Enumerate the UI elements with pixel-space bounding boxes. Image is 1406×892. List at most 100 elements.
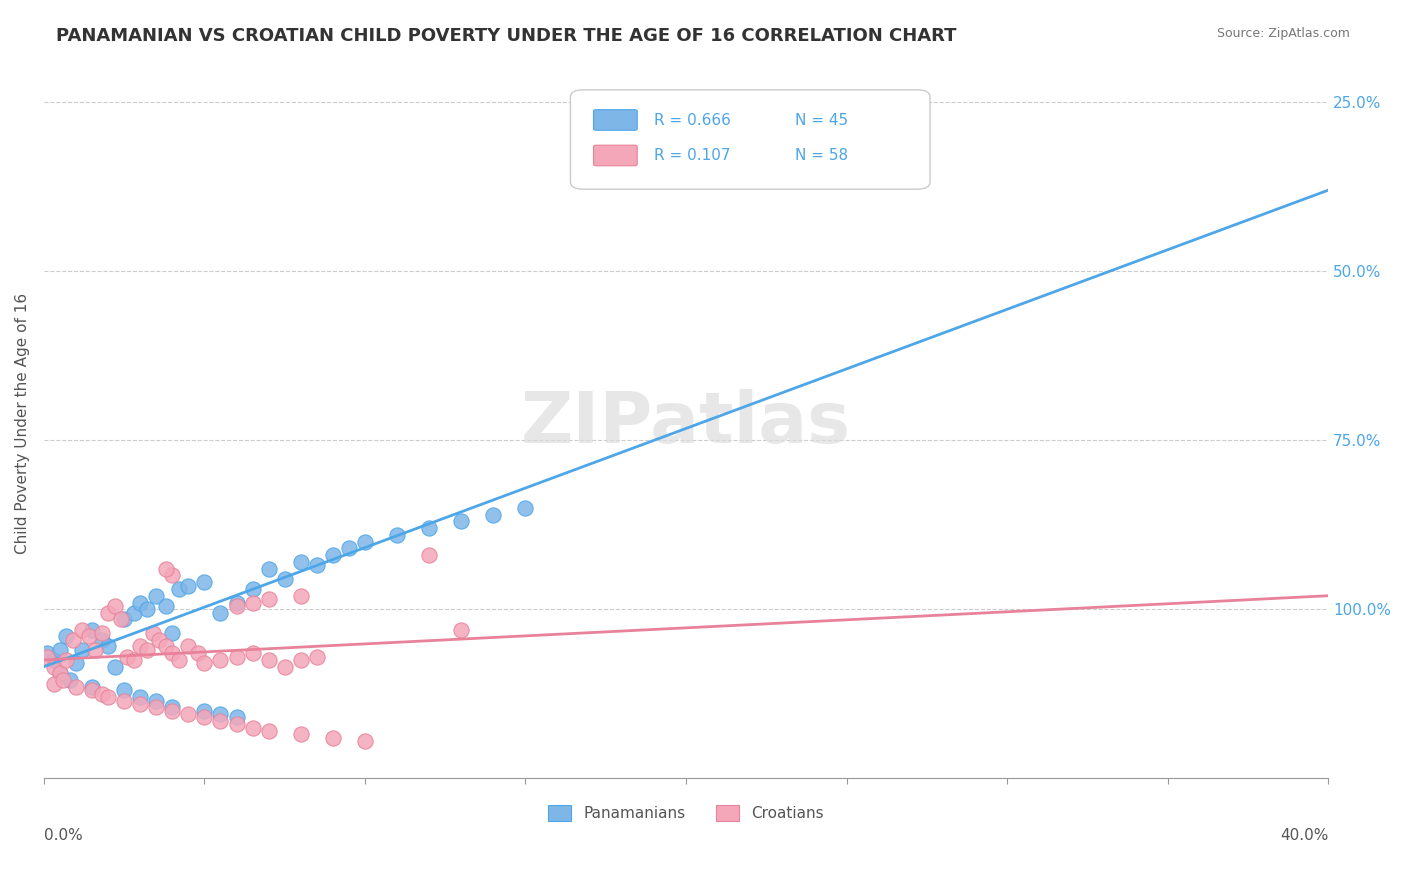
Point xyxy=(155,562,177,576)
Point xyxy=(55,653,77,667)
FancyBboxPatch shape xyxy=(593,110,637,130)
Point xyxy=(112,612,135,626)
FancyBboxPatch shape xyxy=(593,145,637,166)
Point xyxy=(35,646,58,660)
Point xyxy=(273,572,295,586)
Text: R = 0.666: R = 0.666 xyxy=(654,112,731,128)
Point xyxy=(122,653,145,667)
Point xyxy=(135,642,157,657)
Point xyxy=(148,632,170,647)
Point xyxy=(145,693,167,707)
Point xyxy=(103,659,125,673)
Point xyxy=(135,602,157,616)
Point xyxy=(110,612,132,626)
Point xyxy=(193,657,215,671)
Point xyxy=(80,623,103,637)
Point xyxy=(155,599,177,613)
Point xyxy=(290,589,312,603)
FancyBboxPatch shape xyxy=(571,90,929,189)
Point xyxy=(225,717,247,731)
Point xyxy=(58,673,80,688)
Point xyxy=(80,683,103,698)
Point xyxy=(97,690,120,705)
Point xyxy=(145,700,167,714)
Point xyxy=(142,626,165,640)
Point xyxy=(193,575,215,590)
Point xyxy=(77,629,100,643)
Point xyxy=(225,599,247,613)
Point xyxy=(162,704,184,718)
Y-axis label: Child Poverty Under the Age of 16: Child Poverty Under the Age of 16 xyxy=(15,293,30,554)
Text: R = 0.107: R = 0.107 xyxy=(654,148,730,163)
Point xyxy=(42,676,65,690)
Text: 40.0%: 40.0% xyxy=(1279,828,1329,843)
Point xyxy=(80,680,103,694)
Point xyxy=(112,693,135,707)
Point xyxy=(49,666,72,681)
Point xyxy=(242,646,264,660)
Point xyxy=(322,731,344,745)
Point xyxy=(354,534,377,549)
Point xyxy=(242,582,264,596)
Point xyxy=(273,659,295,673)
Point xyxy=(145,589,167,603)
Point xyxy=(337,541,360,556)
Text: ZIPatlas: ZIPatlas xyxy=(522,389,851,458)
Point xyxy=(418,548,440,562)
Point xyxy=(209,706,232,721)
Point xyxy=(290,555,312,569)
Point xyxy=(177,706,200,721)
Point xyxy=(42,653,65,667)
Text: Source: ZipAtlas.com: Source: ZipAtlas.com xyxy=(1216,27,1350,40)
Point xyxy=(90,687,112,701)
Point xyxy=(162,568,184,582)
Text: 0.0%: 0.0% xyxy=(44,828,83,843)
Point xyxy=(162,626,184,640)
Point xyxy=(55,629,77,643)
Point xyxy=(322,548,344,562)
Point xyxy=(129,595,152,609)
Point xyxy=(167,653,190,667)
Point xyxy=(257,723,280,738)
Point xyxy=(187,646,209,660)
Point xyxy=(65,657,87,671)
Text: N = 45: N = 45 xyxy=(796,112,848,128)
Point xyxy=(257,592,280,607)
Point xyxy=(97,606,120,620)
Point xyxy=(49,642,72,657)
Point xyxy=(450,623,472,637)
Text: PANAMANIAN VS CROATIAN CHILD POVERTY UNDER THE AGE OF 16 CORRELATION CHART: PANAMANIAN VS CROATIAN CHILD POVERTY UND… xyxy=(56,27,956,45)
Point xyxy=(225,649,247,664)
Point xyxy=(290,727,312,741)
Point xyxy=(177,640,200,654)
Point xyxy=(162,646,184,660)
Point xyxy=(242,595,264,609)
Point xyxy=(52,673,75,688)
Point xyxy=(242,721,264,735)
Point xyxy=(129,690,152,705)
Point xyxy=(515,500,537,515)
Point xyxy=(155,640,177,654)
Point xyxy=(193,704,215,718)
Point xyxy=(117,649,139,664)
Point xyxy=(112,683,135,698)
Point xyxy=(90,626,112,640)
Point xyxy=(42,659,65,673)
Point xyxy=(129,697,152,711)
Point xyxy=(90,632,112,647)
Point xyxy=(482,508,505,522)
Point xyxy=(122,606,145,620)
Point xyxy=(103,599,125,613)
Point xyxy=(129,640,152,654)
Point xyxy=(72,623,94,637)
Point xyxy=(209,653,232,667)
Point xyxy=(177,579,200,593)
Point xyxy=(209,714,232,728)
Point xyxy=(418,521,440,535)
Point xyxy=(257,562,280,576)
Point xyxy=(354,734,377,748)
Point xyxy=(450,515,472,529)
Point xyxy=(257,653,280,667)
Text: N = 58: N = 58 xyxy=(796,148,848,163)
Point xyxy=(225,710,247,724)
